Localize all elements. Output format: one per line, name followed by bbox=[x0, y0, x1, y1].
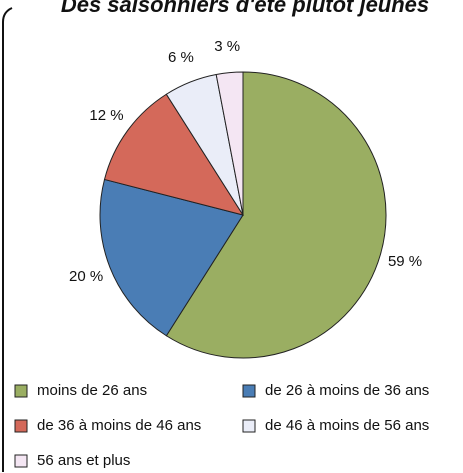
legend-swatch bbox=[14, 384, 28, 398]
data-label: 20 % bbox=[69, 268, 103, 285]
legend-label: de 46 à moins de 56 ans bbox=[265, 417, 429, 434]
legend-swatch bbox=[242, 384, 256, 398]
legend-label: moins de 26 ans bbox=[37, 382, 147, 399]
data-label: 6 % bbox=[168, 49, 194, 66]
pie-slice bbox=[165, 71, 387, 359]
legend-swatch bbox=[242, 419, 256, 433]
frame bbox=[2, 7, 13, 472]
data-label: 3 % bbox=[214, 38, 240, 55]
data-label: 12 % bbox=[89, 107, 123, 124]
legend-label: de 36 à moins de 46 ans bbox=[37, 417, 201, 434]
pie-slice bbox=[215, 71, 244, 216]
legend-swatch bbox=[14, 419, 28, 433]
data-label: 59 % bbox=[388, 253, 422, 270]
pie-slice bbox=[103, 93, 245, 216]
legend-swatch bbox=[14, 454, 28, 468]
pie-slice bbox=[99, 178, 244, 337]
chart-title: Des saisonniers d'été plutôt jeunes bbox=[61, 0, 429, 17]
legend-label: de 26 à moins de 36 ans bbox=[265, 382, 429, 399]
legend-label: 56 ans et plus bbox=[37, 452, 130, 469]
